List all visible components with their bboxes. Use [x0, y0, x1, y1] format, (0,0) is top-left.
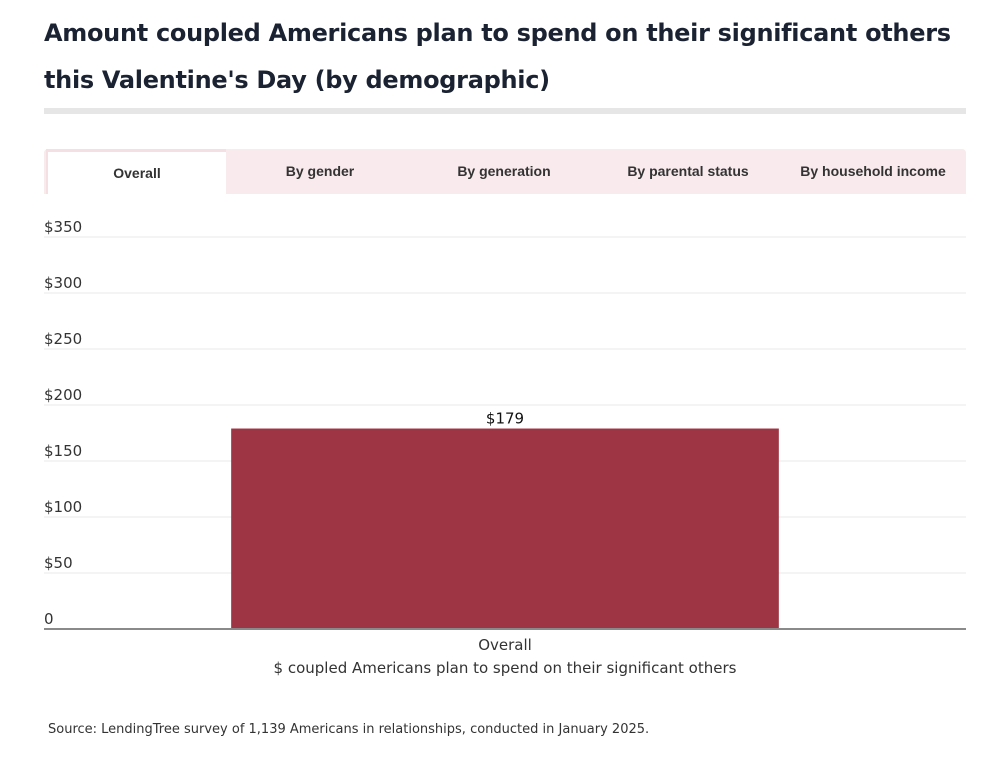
- bar-value-label: $179: [486, 410, 524, 428]
- tab-by-gender[interactable]: By gender: [285, 163, 355, 179]
- tab-overall[interactable]: Overall: [46, 149, 226, 194]
- y-tick-label: $150: [44, 442, 82, 460]
- title-divider: [44, 108, 966, 114]
- y-tick-label: 0: [44, 610, 54, 628]
- x-axis-label: $ coupled Americans plan to spend on the…: [273, 659, 737, 677]
- source-note: Source: LendingTree survey of 1,139 Amer…: [48, 722, 650, 737]
- y-tick-label: $350: [44, 218, 82, 236]
- x-tick-label: Overall: [478, 636, 532, 654]
- y-tick-label: $100: [44, 498, 82, 516]
- bar: [231, 428, 779, 629]
- chart-title: Amount coupled Americans plan to spend o…: [44, 19, 951, 94]
- tab-by-parental-status[interactable]: By parental status: [627, 163, 749, 179]
- y-tick-label: $50: [44, 554, 73, 572]
- y-tick-label: $200: [44, 386, 82, 404]
- y-tick-label: $300: [44, 274, 82, 292]
- tab-by-household-income[interactable]: By household income: [800, 163, 946, 179]
- tab-bar: Overall By gender By generation By paren…: [44, 149, 966, 194]
- tab-by-generation[interactable]: By generation: [457, 163, 551, 179]
- y-tick-label: $250: [44, 330, 82, 348]
